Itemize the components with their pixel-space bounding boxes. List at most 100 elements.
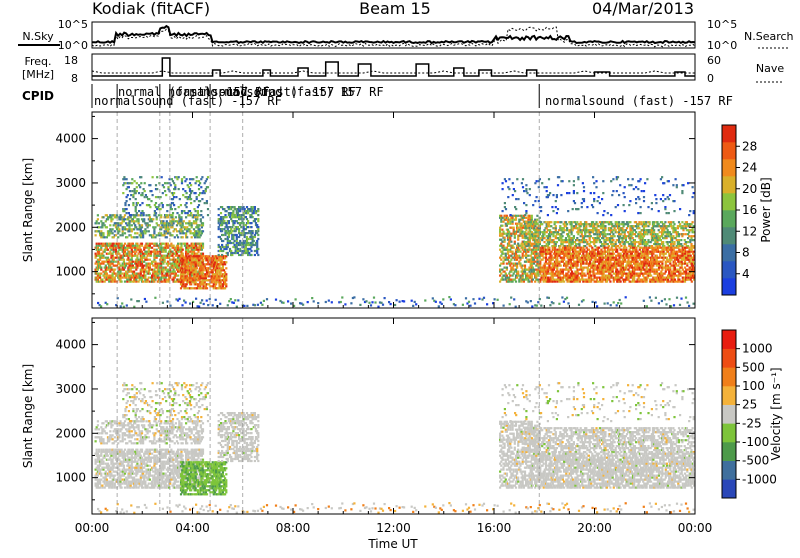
power-echo bbox=[638, 223, 640, 225]
power-echo bbox=[565, 239, 567, 241]
power-echo bbox=[152, 176, 154, 178]
power-echo bbox=[517, 275, 519, 277]
power-echo bbox=[185, 249, 187, 251]
power-echo bbox=[589, 237, 591, 239]
power-echo bbox=[148, 230, 150, 232]
power-echo bbox=[196, 275, 198, 277]
power-echo bbox=[187, 198, 189, 200]
power-echo bbox=[164, 279, 166, 281]
power-echo bbox=[166, 279, 168, 281]
power-echo bbox=[222, 218, 224, 220]
power-echo bbox=[598, 237, 600, 239]
power-echo bbox=[108, 281, 110, 283]
power-echo bbox=[219, 246, 221, 248]
power-echo bbox=[627, 259, 629, 261]
power-echo bbox=[123, 210, 125, 212]
power-echo bbox=[147, 281, 149, 283]
power-echo bbox=[114, 281, 116, 283]
power-echo bbox=[567, 233, 569, 235]
power-echo bbox=[552, 239, 554, 241]
power-echo bbox=[132, 261, 134, 263]
power-echo bbox=[136, 267, 138, 269]
nave-axis-top: 60 bbox=[707, 54, 721, 67]
power-echo bbox=[113, 249, 115, 251]
power-echo bbox=[565, 225, 567, 227]
power-echo bbox=[626, 227, 628, 229]
power-echo bbox=[589, 271, 591, 273]
power-echo bbox=[174, 236, 176, 238]
power-echo bbox=[108, 259, 110, 261]
power-echo bbox=[586, 251, 588, 253]
power-echo bbox=[215, 255, 217, 257]
power-echo bbox=[257, 214, 259, 216]
power-echo bbox=[590, 259, 592, 261]
power-echo bbox=[515, 253, 517, 255]
power-echo bbox=[183, 220, 185, 222]
power-echo bbox=[155, 196, 157, 198]
power-echo bbox=[581, 275, 583, 277]
power-echo bbox=[141, 259, 143, 261]
power-echo bbox=[670, 221, 672, 223]
power-echo bbox=[203, 267, 205, 269]
power-echo bbox=[245, 224, 247, 226]
power-echo bbox=[152, 251, 154, 253]
power-echo bbox=[135, 269, 137, 271]
power-echo bbox=[575, 243, 577, 245]
power-echo bbox=[589, 263, 591, 265]
power-echo bbox=[236, 246, 238, 248]
power-echo bbox=[531, 215, 533, 217]
power-echo bbox=[500, 219, 502, 221]
power-echo bbox=[612, 269, 614, 271]
power-echo bbox=[532, 251, 534, 253]
power-echo bbox=[611, 241, 613, 243]
power-echo bbox=[585, 223, 587, 225]
power-echo bbox=[510, 241, 512, 243]
power-echo bbox=[555, 229, 557, 231]
power-echo bbox=[549, 263, 551, 265]
power-echo bbox=[549, 235, 551, 237]
power-echo bbox=[173, 267, 175, 269]
power-echo bbox=[194, 277, 196, 279]
power-echo bbox=[195, 182, 197, 184]
power-echo bbox=[515, 233, 517, 235]
power-echo bbox=[655, 235, 657, 237]
power-echo bbox=[645, 225, 647, 227]
power-echo bbox=[552, 275, 554, 277]
power-echo bbox=[119, 271, 121, 273]
power-echo bbox=[223, 228, 225, 230]
power-echo bbox=[194, 236, 196, 238]
power-echo bbox=[607, 237, 609, 239]
power-echo bbox=[220, 216, 222, 218]
power-echo bbox=[527, 279, 529, 281]
power-echo bbox=[171, 226, 173, 228]
power-echo bbox=[602, 223, 604, 225]
power-echo bbox=[611, 235, 613, 237]
power-echo bbox=[525, 227, 527, 229]
power-echo bbox=[627, 231, 629, 233]
power-echo bbox=[148, 214, 150, 216]
power-echo bbox=[500, 233, 502, 235]
power-echo bbox=[513, 229, 515, 231]
power-echo bbox=[574, 279, 576, 281]
power-echo bbox=[518, 221, 520, 223]
power-echo bbox=[198, 180, 200, 182]
power-echo bbox=[658, 229, 660, 231]
power-echo bbox=[139, 279, 141, 281]
power-echo bbox=[122, 228, 124, 230]
power-echo bbox=[122, 273, 124, 275]
power-echo bbox=[517, 237, 519, 239]
power-echo bbox=[163, 186, 165, 188]
power-echo bbox=[571, 233, 573, 235]
power-echo bbox=[250, 214, 252, 216]
power-echo bbox=[640, 237, 642, 239]
power-echo bbox=[160, 232, 162, 234]
power-echo bbox=[669, 241, 671, 243]
power-echo bbox=[138, 214, 140, 216]
power-echo bbox=[608, 279, 610, 281]
power-echo bbox=[585, 229, 587, 231]
power-echo bbox=[222, 285, 224, 287]
power-echo bbox=[513, 257, 515, 259]
power-echo bbox=[535, 275, 537, 277]
power-echo bbox=[611, 247, 613, 249]
